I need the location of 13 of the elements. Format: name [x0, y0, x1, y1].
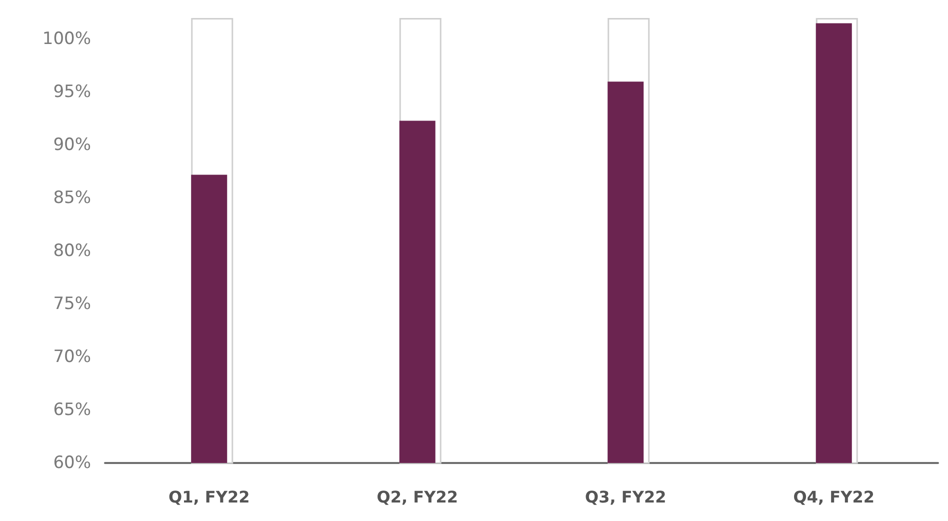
- y-tick-label: 100%: [42, 29, 91, 50]
- x-tick-label: Q3, FY22: [585, 488, 666, 506]
- y-tick-label: 65%: [53, 400, 91, 420]
- y-tick-label: 75%: [53, 294, 91, 314]
- y-tick-label: 95%: [53, 82, 91, 102]
- y-tick-label: 70%: [53, 347, 91, 368]
- y-tick-label: 85%: [53, 188, 91, 208]
- x-tick-label: Q2, FY22: [376, 488, 458, 506]
- x-tick-label: Q4, FY22: [793, 488, 874, 506]
- y-tick-label: 60%: [53, 453, 91, 473]
- y-tick-label: 90%: [53, 135, 91, 156]
- x-tick-label: Q1, FY22: [168, 488, 250, 506]
- y-tick-label: 80%: [53, 241, 91, 262]
